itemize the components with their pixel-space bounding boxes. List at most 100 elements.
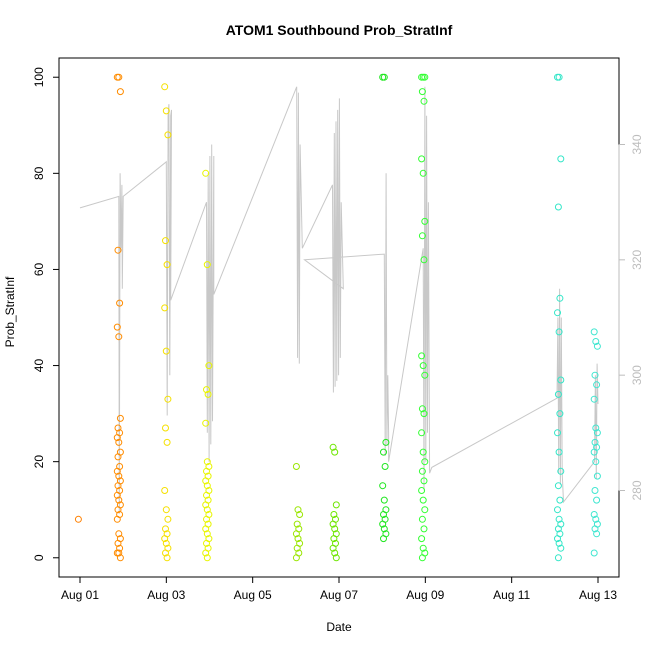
y-axis-label: Prob_StratInf [3, 276, 17, 347]
data-point [113, 491, 121, 499]
data-point [420, 97, 428, 105]
data-point [114, 246, 122, 254]
data-point [591, 487, 599, 494]
data-point [162, 424, 169, 432]
data-point [421, 506, 429, 514]
data-point [593, 530, 601, 538]
secondary-line-layer [79, 86, 599, 514]
data-point [590, 549, 598, 557]
data-point [331, 549, 339, 557]
data-point [554, 482, 562, 490]
data-point [421, 371, 429, 379]
data-point [162, 549, 169, 557]
secondary-series-line [79, 86, 599, 514]
data-point [205, 362, 213, 370]
data-point [163, 438, 171, 446]
data-point [203, 515, 210, 523]
data-point [418, 232, 426, 240]
data-point [162, 525, 169, 533]
data-point [163, 261, 171, 269]
data-point [292, 463, 300, 470]
data-point [554, 203, 562, 211]
data-point [164, 515, 172, 523]
data-point [556, 410, 564, 418]
data-point [329, 443, 337, 451]
data-point [116, 88, 124, 96]
data-point [380, 525, 388, 533]
data-point [202, 477, 210, 485]
data-point [555, 515, 563, 523]
y-left-tick-label: 80 [32, 166, 46, 180]
y-right-tick-label: 280 [630, 480, 644, 500]
data-point [557, 467, 565, 475]
y-axis-left: 0 20 40 60 80 100 [32, 67, 60, 561]
data-point [418, 487, 426, 494]
data-point [555, 328, 563, 336]
data-point [204, 390, 212, 398]
data-point [162, 539, 170, 547]
data-point [113, 467, 121, 475]
x-tick-label: Aug 03 [147, 588, 185, 602]
data-point [380, 448, 387, 456]
data-point [381, 463, 389, 470]
data-point [554, 390, 562, 398]
data-point [554, 429, 561, 437]
x-tick-label: Aug 09 [406, 588, 444, 602]
data-point [419, 448, 427, 456]
data-point [294, 535, 302, 543]
data-point [418, 352, 426, 360]
points-layer [74, 73, 601, 562]
x-tick-label: Aug 05 [234, 588, 272, 602]
data-point [203, 506, 211, 514]
data-point [421, 458, 429, 466]
x-tick-label: Aug 11 [493, 588, 530, 602]
data-point [421, 217, 429, 225]
data-point [162, 107, 170, 115]
data-point [555, 448, 563, 456]
data-point [554, 309, 561, 317]
data-point [114, 539, 122, 547]
data-point [203, 530, 211, 538]
data-point [554, 554, 562, 562]
data-point [592, 424, 600, 432]
data-point [164, 131, 172, 139]
data-point [332, 501, 340, 509]
data-point [164, 395, 172, 403]
data-point [202, 169, 210, 177]
data-point [115, 472, 123, 480]
data-point [554, 506, 561, 514]
data-point [202, 501, 210, 509]
data-point [419, 169, 427, 177]
data-point [203, 482, 211, 490]
data-point [420, 256, 428, 264]
data-point [202, 525, 210, 533]
data-point [74, 515, 82, 523]
data-point [296, 511, 304, 518]
data-point [591, 525, 599, 533]
data-point [116, 414, 124, 422]
data-point [557, 376, 565, 384]
data-point [330, 535, 338, 543]
x-axis-label: Date [326, 620, 352, 634]
x-axis: Aug 01 Aug 03 Aug 05 Aug 07 Aug 09 Aug 11 Aug … [61, 576, 617, 602]
data-point [116, 554, 124, 562]
data-point [593, 496, 601, 504]
data-point [556, 496, 564, 504]
data-point [292, 530, 300, 538]
data-point [591, 371, 599, 379]
data-point [115, 73, 123, 81]
data-point [380, 535, 387, 543]
data-point [113, 434, 121, 442]
data-point [379, 520, 387, 528]
data-point [418, 515, 426, 523]
data-point [557, 155, 565, 163]
data-point [330, 511, 338, 518]
data-point [161, 535, 169, 543]
data-point [418, 467, 426, 475]
y-left-tick-label: 60 [32, 262, 46, 276]
y-right-tick-label: 320 [630, 250, 644, 270]
data-point [114, 482, 122, 490]
data-point [419, 362, 427, 370]
